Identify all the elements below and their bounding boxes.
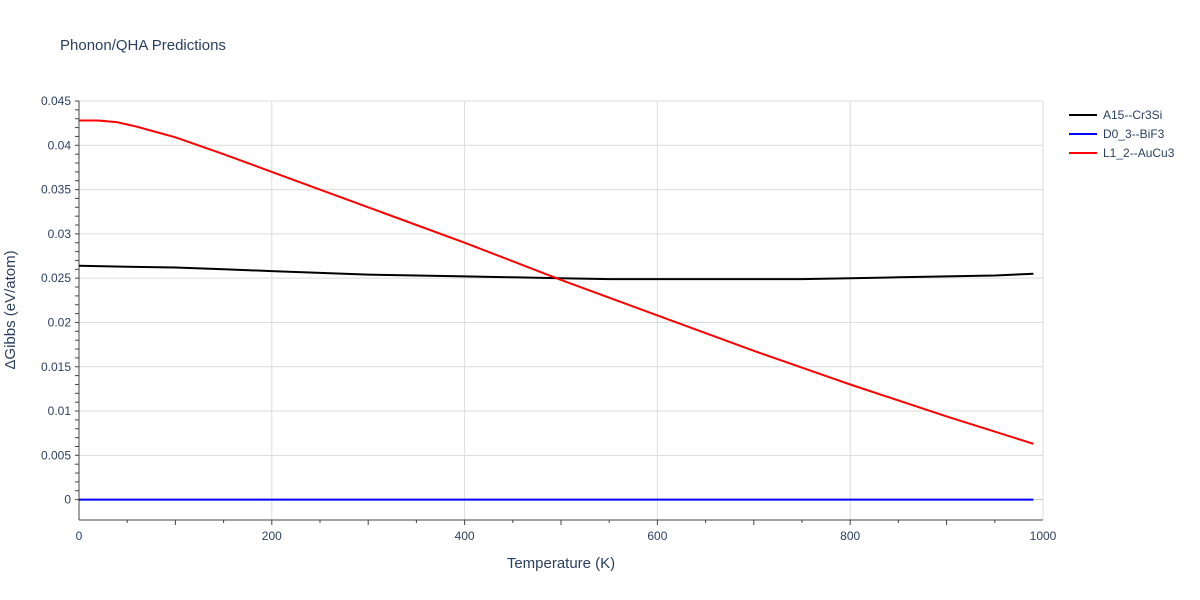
legend[interactable]: A15--Cr3Si D0_3--BiF3 L1_2--AuCu3: [1069, 108, 1175, 160]
x-axis-title: Temperature (K): [507, 555, 615, 572]
y-tick-label: 0.02: [48, 315, 72, 329]
y-tick-label: 0.045: [41, 94, 71, 108]
y-tick-label: 0.03: [48, 227, 72, 241]
y-tick-label: 0.01: [48, 404, 72, 418]
x-tick-label: 200: [262, 529, 282, 543]
x-tick-label: 800: [840, 529, 860, 543]
y-tick-label: 0: [64, 493, 71, 507]
y-tick-label: 0.005: [41, 448, 71, 462]
x-tick-label: 1000: [1030, 529, 1057, 543]
y-tick-label: 0.035: [41, 183, 71, 197]
legend-item[interactable]: L1_2--AuCu3: [1069, 146, 1175, 160]
y-tick-label: 0.025: [41, 271, 71, 285]
series-layer: [78, 119, 1034, 501]
y-axis-title: ΔGibbs (eV/atom): [2, 250, 19, 369]
chart-title: Phonon/QHA Predictions: [60, 37, 226, 54]
legend-label: A15--Cr3Si: [1103, 108, 1162, 122]
y-tick-label: 0.04: [48, 138, 72, 152]
y-axis-tick-labels: 0 0.005 0.01 0.015 0.02 0.025 0.03 0.035 0.04 0.0…: [41, 94, 71, 507]
series-line[interactable]: [78, 264, 1034, 281]
legend-label: L1_2--AuCu3: [1103, 146, 1175, 160]
grid-lines: [79, 100, 1044, 520]
y-tick-label: 0.015: [41, 360, 71, 374]
legend-label: D0_3--BiF3: [1103, 127, 1165, 141]
series-line[interactable]: [79, 119, 1034, 445]
legend-item[interactable]: D0_3--BiF3: [1069, 127, 1165, 141]
axes: [78, 101, 1043, 521]
x-tick-label: 0: [76, 529, 83, 543]
y-minor-ticks: [75, 100, 996, 525]
x-tick-label: 400: [455, 529, 475, 543]
x-tick-label: 600: [647, 529, 667, 543]
legend-item[interactable]: A15--Cr3Si: [1069, 108, 1162, 122]
x-axis-tick-labels: 0 200 400 600 800 1000: [76, 529, 1057, 543]
